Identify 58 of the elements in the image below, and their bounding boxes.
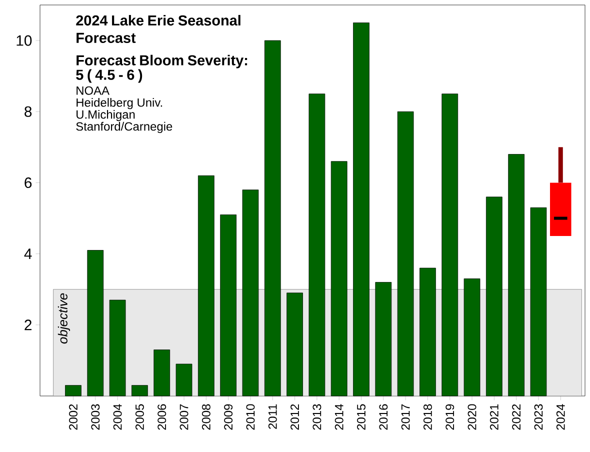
x-tick-label: 2018	[423, 404, 432, 430]
annotation: U.Michigan	[76, 110, 135, 122]
x-tick-label: 2009	[224, 404, 233, 430]
annotation: Heidelberg Univ.	[76, 98, 162, 110]
x-tick-label: 2023	[534, 404, 543, 430]
bar	[220, 214, 236, 396]
x-tick-label: 2019	[446, 404, 454, 430]
bar	[330, 161, 348, 396]
band-label: objective	[58, 293, 70, 344]
bar	[65, 385, 82, 396]
text: Forecast Bloom Severity:	[76, 54, 248, 68]
x-tick-label: 2017	[401, 404, 410, 430]
text: 2024 Lake Erie Seasonal Forecast	[76, 14, 240, 43]
annotation: NOAA	[76, 86, 110, 95]
x-tick-label: 2003	[91, 404, 100, 430]
x-tick-label: 2007	[180, 404, 188, 430]
bar	[442, 94, 458, 396]
annotation: Stanford/Carnegie	[76, 122, 172, 134]
bar	[508, 154, 525, 396]
x-tick-label: 2024	[556, 404, 565, 430]
x-tick-label: 2010	[246, 404, 255, 430]
bar	[464, 278, 480, 396]
bar	[486, 196, 502, 396]
y-tick-label: 6	[24, 177, 32, 188]
x-tick-label: 2008	[202, 404, 210, 430]
x-tick-label: 2011	[268, 404, 277, 429]
bar	[109, 300, 126, 396]
x-tick-label: 2014	[334, 404, 344, 430]
x-tick-label: 2013	[312, 404, 322, 430]
y-tick-label: 8	[24, 106, 32, 117]
x-tick-label: 2006	[158, 404, 166, 430]
y-tick-label: 10	[16, 35, 32, 46]
bar	[353, 22, 370, 396]
bar	[308, 94, 326, 396]
bar	[242, 190, 259, 396]
bar	[397, 111, 414, 396]
y-tick-label: 2	[24, 320, 32, 330]
bar	[154, 350, 170, 396]
x-tick-label: 2020	[468, 404, 476, 430]
x-tick-label: 2016	[379, 404, 388, 430]
bar	[530, 207, 547, 396]
x-tick-label: 2012	[290, 404, 300, 430]
bar	[375, 282, 392, 396]
y-tick-label: 4	[24, 248, 32, 259]
x-tick-label: 2022	[512, 404, 521, 430]
x-tick-label: 2004	[113, 404, 122, 430]
bar	[87, 250, 104, 396]
bar	[420, 268, 436, 396]
x-tick-label: 2021	[490, 404, 498, 430]
annotation: 5 ( 4.5 - 6 )	[76, 69, 142, 83]
bar	[132, 385, 148, 396]
bar	[198, 175, 214, 396]
bar	[286, 292, 303, 396]
bar	[176, 364, 192, 396]
x-tick-label: 2002	[69, 404, 78, 430]
bar	[264, 40, 281, 396]
x-tick-label: 2015	[357, 404, 366, 430]
x-tick-label: 2005	[135, 404, 144, 430]
